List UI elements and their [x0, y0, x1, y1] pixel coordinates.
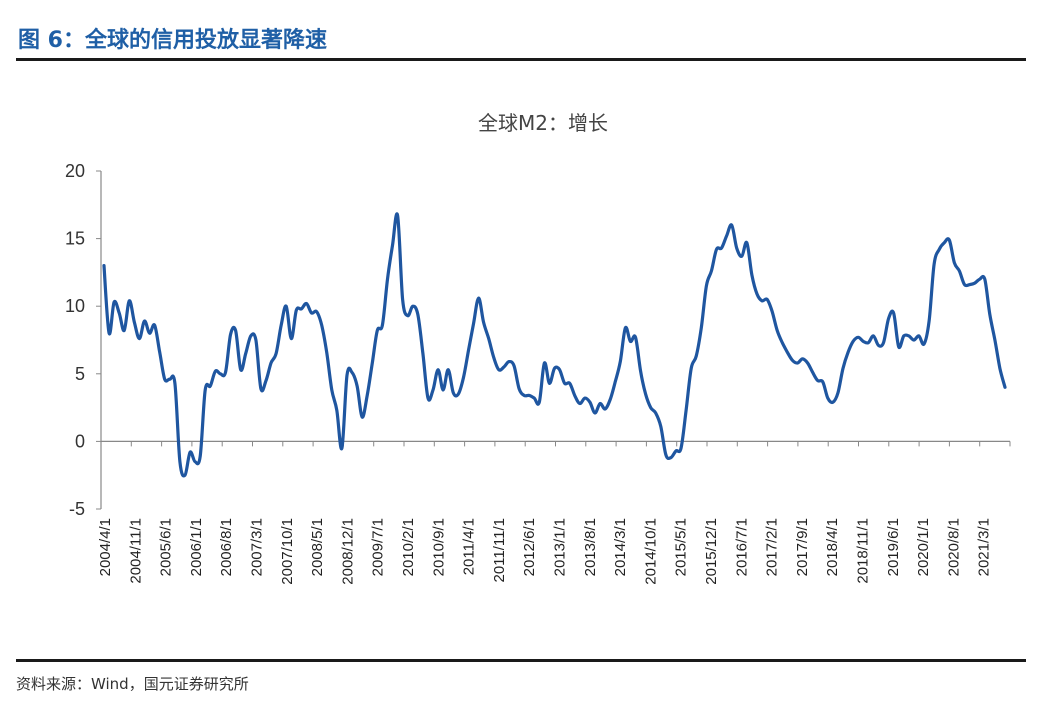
- x-tick-label: 2008/5/1: [309, 518, 326, 576]
- y-tick-label: -5: [69, 499, 85, 519]
- x-tick-label: 2007/10/1: [279, 518, 296, 585]
- x-tick-label: 2011/4/1: [461, 518, 478, 575]
- m2-growth-series-line: [102, 212, 1007, 478]
- plot-area: [102, 212, 1007, 478]
- x-tick-label: 2011/11/1: [491, 518, 508, 583]
- bottom-divider: [16, 659, 1026, 662]
- x-tick-label: 2018/11/1: [855, 518, 872, 584]
- x-axis-ticks: 2004/4/1 2004/11/1 2005/6/1 2006/1/1 2006/8/…: [97, 441, 1011, 585]
- x-tick-label: 2017/2/1: [764, 518, 781, 576]
- x-tick-label: 2010/2/1: [400, 518, 417, 576]
- x-tick-label: 2006/8/1: [218, 518, 235, 576]
- x-tick-label: 2015/5/1: [673, 518, 690, 576]
- x-tick-label: 2021/3/1: [976, 518, 993, 576]
- x-tick-label: 2010/9/1: [430, 518, 447, 576]
- x-tick-label: 2004/4/1: [97, 518, 114, 576]
- x-tick-label: 2019/6/1: [885, 518, 902, 576]
- x-tick-label: 2014/3/1: [612, 518, 629, 576]
- x-tick-label: 2008/12/1: [339, 518, 356, 585]
- x-tick-label: 2015/12/1: [703, 518, 720, 585]
- x-tick-label: 2013/1/1: [552, 518, 569, 576]
- x-tick-label: 2009/7/1: [370, 518, 387, 576]
- chart-title: 全球M2：增长: [478, 111, 608, 135]
- x-tick-label: 2007/3/1: [249, 518, 266, 576]
- x-tick-label: 2020/8/1: [945, 518, 962, 576]
- x-tick-label: 2012/6/1: [521, 518, 538, 576]
- x-tick-label: 2018/4/1: [824, 518, 841, 576]
- top-divider: [16, 58, 1026, 61]
- x-tick-label: 2014/10/1: [642, 518, 659, 585]
- x-tick-label: 2004/11/1: [127, 518, 144, 584]
- source-note: 资料来源：Wind，国元证券研究所: [16, 675, 249, 693]
- y-tick-label: 15: [65, 229, 85, 249]
- x-tick-label: 2013/8/1: [582, 518, 599, 576]
- x-tick-label: 2016/7/1: [733, 518, 750, 576]
- y-axis-ticks: -5 0 5 10 15 20: [65, 161, 101, 519]
- y-tick-label: 10: [65, 296, 85, 316]
- figure-title: 图 6：全球的信用投放显著降速: [18, 28, 327, 53]
- x-tick-label: 2017/9/1: [794, 518, 811, 576]
- x-tick-label: 2005/6/1: [158, 518, 175, 576]
- x-tick-label: 2020/1/1: [915, 518, 932, 576]
- y-tick-label: 20: [65, 161, 85, 181]
- m2-growth-chart: 全球M2：增长 -5 0 5 10 15 20 2004/4/1 2004/11/1 2005…: [65, 111, 1011, 585]
- x-tick-label: 2006/1/1: [188, 518, 205, 576]
- y-tick-label: 0: [75, 431, 85, 451]
- y-tick-label: 5: [75, 364, 85, 384]
